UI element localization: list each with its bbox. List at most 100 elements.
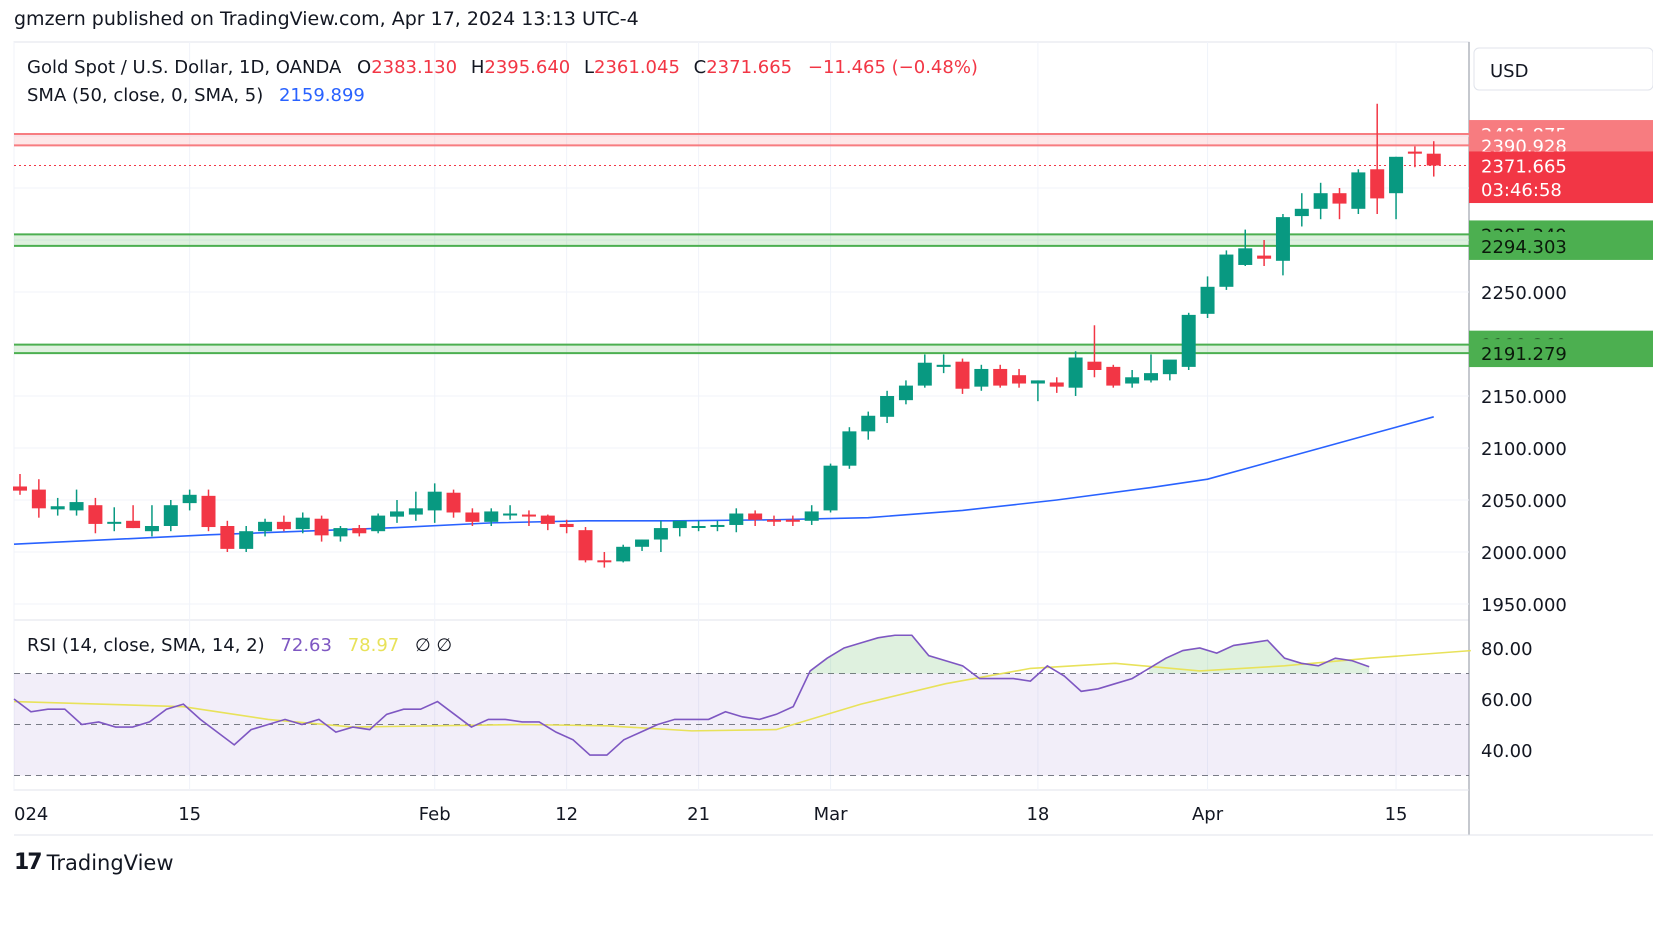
candle-body [1125, 377, 1140, 384]
candle-body [1049, 382, 1064, 387]
candle [352, 524, 367, 537]
candle-body [69, 502, 84, 511]
candle [1200, 276, 1215, 318]
candle-body [823, 465, 838, 511]
candle-body [521, 514, 536, 517]
candle [597, 552, 612, 568]
candle [371, 513, 386, 534]
candle [31, 479, 46, 518]
candle [993, 364, 1008, 388]
candle [823, 463, 838, 513]
tradingview-logo[interactable]: 17 TradingView [14, 850, 174, 875]
candle [559, 519, 574, 534]
candle [729, 508, 744, 533]
candle [408, 491, 423, 521]
candle [974, 364, 989, 391]
candle [1407, 146, 1422, 168]
candle [767, 515, 781, 526]
axis-labels: 2250.000 2150.000 2100.000 2050.000 2000.000… [14, 120, 1653, 825]
candle-body [1275, 217, 1290, 261]
rsi-label: RSI (14, close, SMA, 14, 2) [27, 635, 265, 656]
candle-body [767, 519, 781, 522]
candle-body [1370, 169, 1385, 199]
price-tick-label: 2050.000 [1481, 491, 1567, 512]
rsi-ma-value: 78.97 [348, 635, 400, 656]
candle [333, 526, 348, 542]
candle-body [408, 508, 423, 515]
candle-body [804, 511, 819, 521]
candle-body [1332, 193, 1347, 204]
candle-body [1162, 359, 1177, 375]
candle [540, 514, 555, 531]
rsi-tick-label: 40.00 [1481, 741, 1533, 762]
candle-body [144, 526, 159, 532]
candle [1144, 354, 1158, 383]
zone-band [14, 134, 1469, 146]
rsi-extra: ∅ ∅ [415, 635, 452, 656]
candle-body [1426, 153, 1441, 166]
candle-body [974, 368, 989, 387]
candle [1030, 380, 1045, 402]
zones [14, 133, 1469, 355]
candle [1162, 359, 1177, 381]
rsi-legend: RSI (14, close, SMA, 14, 2) 72.63 78.97 … [27, 635, 452, 656]
candle-body [710, 524, 725, 527]
grid [13, 42, 1469, 790]
rsi-tick-label: 60.00 [1481, 690, 1533, 711]
candle-body [993, 368, 1008, 386]
candle-body [352, 528, 367, 534]
candle-body [691, 526, 706, 528]
candle [1389, 156, 1404, 220]
candle [898, 380, 913, 405]
open-value: 2383.130 [371, 57, 457, 78]
candle [521, 510, 536, 526]
currency-box[interactable] [1473, 47, 1653, 91]
candle-body [427, 491, 442, 511]
candle-body [578, 530, 593, 561]
candle [842, 427, 857, 469]
candle [1426, 141, 1441, 177]
high-label: H [471, 57, 485, 78]
candle-body [729, 513, 744, 525]
candle [446, 489, 461, 518]
price-label-text: 2191.279 [1481, 344, 1567, 365]
candle [917, 354, 932, 388]
candle [1370, 103, 1385, 214]
zone-band [14, 234, 1469, 246]
sma-line [13, 416, 1434, 545]
candle-body [1257, 255, 1272, 259]
price-label-text: 2294.303 [1481, 237, 1567, 258]
candle-body [484, 511, 499, 522]
price-label-box [1469, 151, 1653, 180]
candle [1275, 214, 1290, 276]
candle-body [1200, 286, 1215, 314]
candle [69, 489, 84, 516]
close-label: C [694, 57, 707, 78]
candle [50, 497, 65, 516]
candle-body [559, 523, 574, 528]
sma-label: SMA (50, close, 0, SMA, 5) [27, 85, 263, 106]
candle-body [1030, 380, 1045, 384]
rsi-tick-label: 80.00 [1481, 639, 1533, 660]
brand-name: TradingView [46, 850, 174, 875]
candle-body [880, 396, 895, 417]
time-tick-label: Apr [1192, 804, 1224, 825]
candle-body [88, 505, 103, 524]
candle [314, 515, 329, 542]
candle [276, 515, 291, 532]
candle-body [258, 521, 273, 532]
candle [13, 474, 27, 495]
candle-body [635, 539, 650, 547]
time-tick-label: 024 [14, 804, 48, 825]
candle [880, 390, 895, 424]
candle [1049, 377, 1064, 393]
time-tick-label: 18 [1026, 804, 1049, 825]
candle-body [597, 560, 612, 563]
price-tick-label: 2100.000 [1481, 439, 1567, 460]
candle [635, 539, 650, 551]
candle [1257, 240, 1272, 266]
candle [1294, 193, 1309, 227]
candle [1125, 370, 1140, 388]
candle-body [785, 519, 800, 522]
